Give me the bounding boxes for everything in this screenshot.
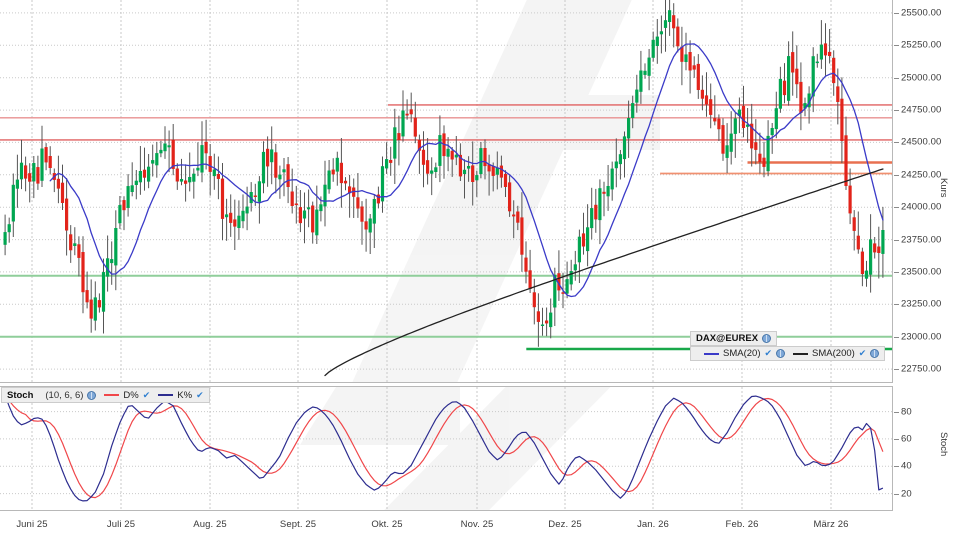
stochastic-axis-title: Stoch bbox=[938, 432, 949, 457]
price-y-tick: 23750.00 bbox=[901, 234, 942, 246]
price-y-tick-mark bbox=[894, 12, 899, 14]
stochastic-legend[interactable]: Stoch (10, 6, 6) D% ✔ K% ✔ bbox=[1, 387, 210, 403]
price-y-tick: 25000.00 bbox=[901, 72, 942, 84]
sma200-settings-icon[interactable] bbox=[870, 349, 880, 358]
price-y-tick: 24250.00 bbox=[901, 169, 942, 181]
price-y-tick: 24500.00 bbox=[901, 136, 942, 148]
price-y-tick-mark bbox=[894, 271, 899, 273]
stochastic-panel bbox=[0, 386, 893, 511]
stoch-y-tick-mark bbox=[894, 438, 899, 440]
x-tick: Okt. 25 bbox=[371, 519, 403, 530]
d-color-swatch bbox=[104, 394, 120, 396]
stoch-y-tick: 80 bbox=[901, 406, 912, 418]
price-y-tick: 23000.00 bbox=[901, 331, 942, 343]
d-visibility-check-icon[interactable]: ✔ bbox=[142, 389, 151, 400]
x-tick: Nov. 25 bbox=[460, 519, 494, 530]
x-tick: Jan. 26 bbox=[637, 519, 669, 530]
k-label: K% bbox=[177, 389, 193, 401]
price-y-tick: 23250.00 bbox=[901, 298, 942, 310]
price-y-tick-mark bbox=[894, 110, 899, 112]
d-label: D% bbox=[123, 389, 139, 401]
price-y-tick: 25250.00 bbox=[901, 39, 942, 51]
x-tick: Feb. 26 bbox=[725, 519, 759, 530]
sma200-label: SMA(200) bbox=[812, 348, 855, 359]
legend-series-sma20[interactable]: SMA(20) ✔ bbox=[704, 348, 786, 359]
sma20-visibility-check-icon[interactable]: ✔ bbox=[764, 348, 773, 358]
sma20-settings-icon[interactable] bbox=[776, 349, 786, 358]
price-plot bbox=[0, 0, 892, 382]
price-y-tick-mark bbox=[894, 174, 899, 176]
symbol-label: DAX@EUREX bbox=[696, 333, 759, 344]
stoch-settings-icon[interactable] bbox=[87, 390, 97, 400]
sma20-label: SMA(20) bbox=[723, 348, 761, 359]
legend-series-k[interactable]: K% ✔ bbox=[158, 389, 204, 401]
globe-icon[interactable] bbox=[762, 334, 772, 343]
k-color-swatch bbox=[158, 394, 174, 396]
sma200-color-swatch bbox=[793, 352, 809, 355]
price-y-tick: 24750.00 bbox=[901, 104, 942, 116]
price-y-tick-mark bbox=[894, 369, 899, 371]
price-y-tick: 24000.00 bbox=[901, 201, 942, 213]
x-tick: Sept. 25 bbox=[279, 519, 317, 530]
x-tick: März 26 bbox=[813, 519, 849, 530]
stoch-y-tick: 40 bbox=[901, 460, 912, 472]
stoch-params: (10, 6, 6) bbox=[45, 389, 84, 401]
sma20-color-swatch bbox=[704, 352, 719, 355]
price-y-tick-mark bbox=[894, 77, 899, 79]
x-tick: Juli 25 bbox=[106, 519, 136, 530]
stoch-y-tick: 20 bbox=[901, 488, 912, 500]
x-tick: Aug. 25 bbox=[193, 519, 227, 530]
price-y-tick: 22750.00 bbox=[901, 363, 942, 375]
price-y-tick-mark bbox=[894, 142, 899, 144]
price-y-tick-mark bbox=[894, 304, 899, 306]
legend-series-sma200[interactable]: SMA(200) ✔ bbox=[793, 348, 880, 359]
price-axis-title: Kurs bbox=[938, 178, 949, 198]
x-tick: Juni 25 bbox=[16, 519, 48, 530]
x-tick: Dez. 25 bbox=[548, 519, 582, 530]
stoch-label: Stoch bbox=[7, 389, 34, 401]
price-panel bbox=[0, 0, 893, 383]
price-y-tick-mark bbox=[894, 207, 899, 209]
price-y-tick-mark bbox=[894, 45, 899, 47]
stoch-y-tick-mark bbox=[894, 493, 899, 495]
symbol-legend[interactable]: DAX@EUREX bbox=[690, 331, 778, 346]
price-y-tick: 25500.00 bbox=[901, 7, 942, 19]
stoch-y-tick-mark bbox=[894, 411, 899, 413]
stoch-y-tick-mark bbox=[894, 466, 899, 468]
price-y-tick-mark bbox=[894, 239, 899, 241]
k-visibility-check-icon[interactable]: ✔ bbox=[196, 389, 204, 400]
price-y-tick-mark bbox=[894, 336, 899, 338]
price-y-tick: 23500.00 bbox=[901, 266, 942, 278]
stochastic-plot bbox=[0, 387, 892, 510]
sma200-visibility-check-icon[interactable]: ✔ bbox=[858, 348, 867, 358]
stoch-y-tick: 60 bbox=[901, 433, 912, 445]
moving-average-legend[interactable]: SMA(20) ✔ SMA(200) ✔ bbox=[690, 346, 886, 361]
legend-series-d[interactable]: D% ✔ bbox=[104, 390, 150, 401]
